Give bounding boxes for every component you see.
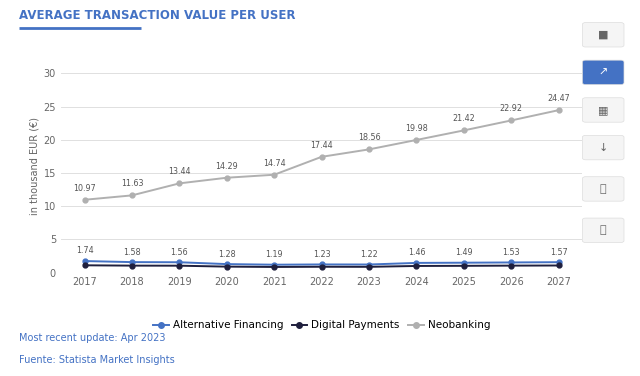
Text: 14.29: 14.29 <box>216 162 238 171</box>
Text: 1.58: 1.58 <box>123 247 141 256</box>
Text: 14.74: 14.74 <box>263 159 285 168</box>
Text: 1.57: 1.57 <box>550 248 568 257</box>
Text: ↓: ↓ <box>598 143 608 153</box>
Text: ⤢: ⤢ <box>600 184 607 194</box>
Text: 13.44: 13.44 <box>168 167 191 176</box>
Text: 24.47: 24.47 <box>547 94 570 103</box>
Text: 1.56: 1.56 <box>170 248 188 257</box>
Text: 10.97: 10.97 <box>73 184 96 193</box>
Text: 1.22: 1.22 <box>360 250 378 259</box>
Text: ■: ■ <box>598 30 609 40</box>
Text: 1.19: 1.19 <box>266 250 283 259</box>
Text: 1.28: 1.28 <box>218 250 236 259</box>
Text: 1.46: 1.46 <box>408 249 425 257</box>
Legend: Alternative Financing, Digital Payments, Neobanking: Alternative Financing, Digital Payments,… <box>148 316 495 334</box>
Text: 18.56: 18.56 <box>358 133 380 143</box>
Text: Most recent update: Apr 2023: Most recent update: Apr 2023 <box>19 333 166 343</box>
Text: 19.98: 19.98 <box>405 124 428 133</box>
Text: 1.23: 1.23 <box>313 250 330 259</box>
Text: ▦: ▦ <box>598 105 609 115</box>
Text: 1.53: 1.53 <box>502 248 520 257</box>
Text: 11.63: 11.63 <box>121 179 143 188</box>
Text: 22.92: 22.92 <box>500 105 523 114</box>
Text: Fuente: Statista Market Insights: Fuente: Statista Market Insights <box>19 355 175 365</box>
Text: 1.74: 1.74 <box>76 247 93 256</box>
Text: ↗: ↗ <box>598 67 608 77</box>
Text: ⓘ: ⓘ <box>600 225 607 235</box>
Text: AVERAGE TRANSACTION VALUE PER USER: AVERAGE TRANSACTION VALUE PER USER <box>19 9 296 23</box>
Text: 17.44: 17.44 <box>310 141 333 150</box>
Text: 1.49: 1.49 <box>455 248 473 257</box>
Text: 21.42: 21.42 <box>452 114 476 123</box>
Y-axis label: in thousand EUR (€): in thousand EUR (€) <box>29 117 39 215</box>
